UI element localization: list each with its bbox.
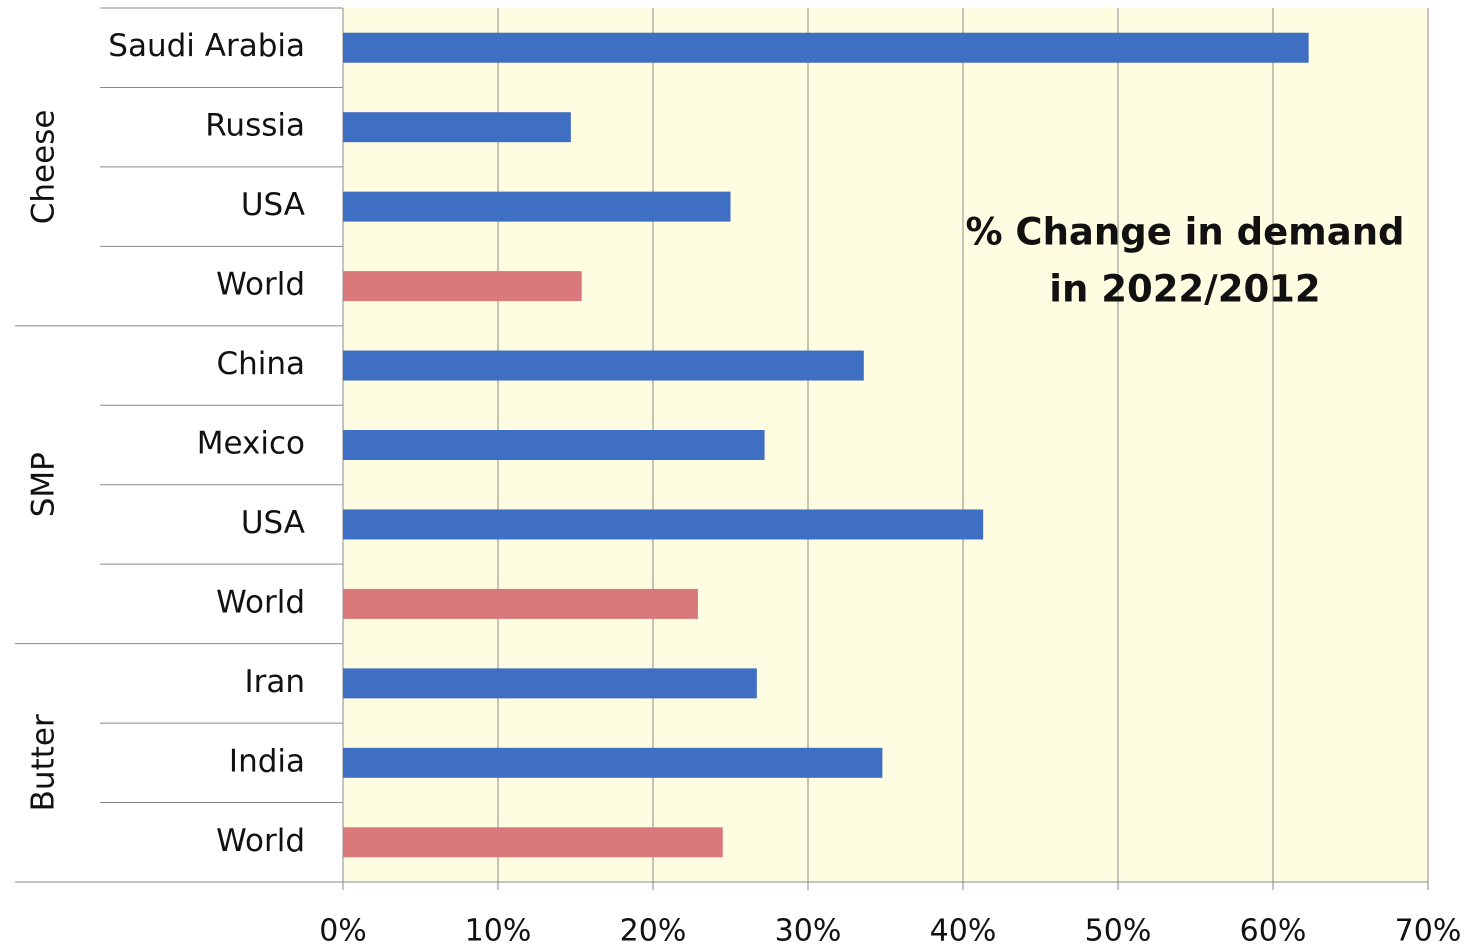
bar: [343, 430, 765, 460]
x-tick-label: 20%: [620, 914, 687, 947]
category-label: USA: [241, 505, 305, 541]
bar: [343, 747, 883, 778]
x-tick-label: 60%: [1240, 914, 1307, 947]
category-label: Iran: [244, 664, 305, 700]
x-tick-label: 40%: [930, 914, 997, 947]
group-label: Cheese: [26, 110, 62, 225]
x-tick-label: 30%: [775, 914, 842, 947]
bar: [343, 32, 1309, 63]
annotation: in 2022/2012: [1049, 268, 1320, 311]
category-label: USA: [241, 187, 305, 223]
annotation: % Change in demand: [965, 211, 1404, 254]
bar: [343, 191, 731, 222]
bar: [343, 588, 698, 619]
group-label: SMP: [26, 452, 62, 517]
x-tick-label: 0%: [319, 914, 367, 947]
category-label: Saudi Arabia: [108, 28, 305, 64]
x-tick-label: 50%: [1085, 914, 1152, 947]
category-label: World: [216, 584, 305, 620]
category-label: Mexico: [197, 426, 305, 462]
category-label: Russia: [205, 108, 305, 144]
bar: [343, 112, 571, 143]
bar: [343, 668, 757, 699]
bar: [343, 350, 864, 381]
bar: [343, 509, 984, 540]
category-label: India: [229, 743, 305, 779]
category-label: China: [216, 346, 305, 382]
category-label: World: [216, 267, 305, 303]
group-label: Butter: [26, 714, 62, 811]
bar: [343, 271, 582, 302]
x-tick-label: 70%: [1395, 914, 1462, 947]
bar: [343, 827, 723, 858]
category-label: World: [216, 823, 305, 859]
x-tick-label: 10%: [465, 914, 532, 947]
